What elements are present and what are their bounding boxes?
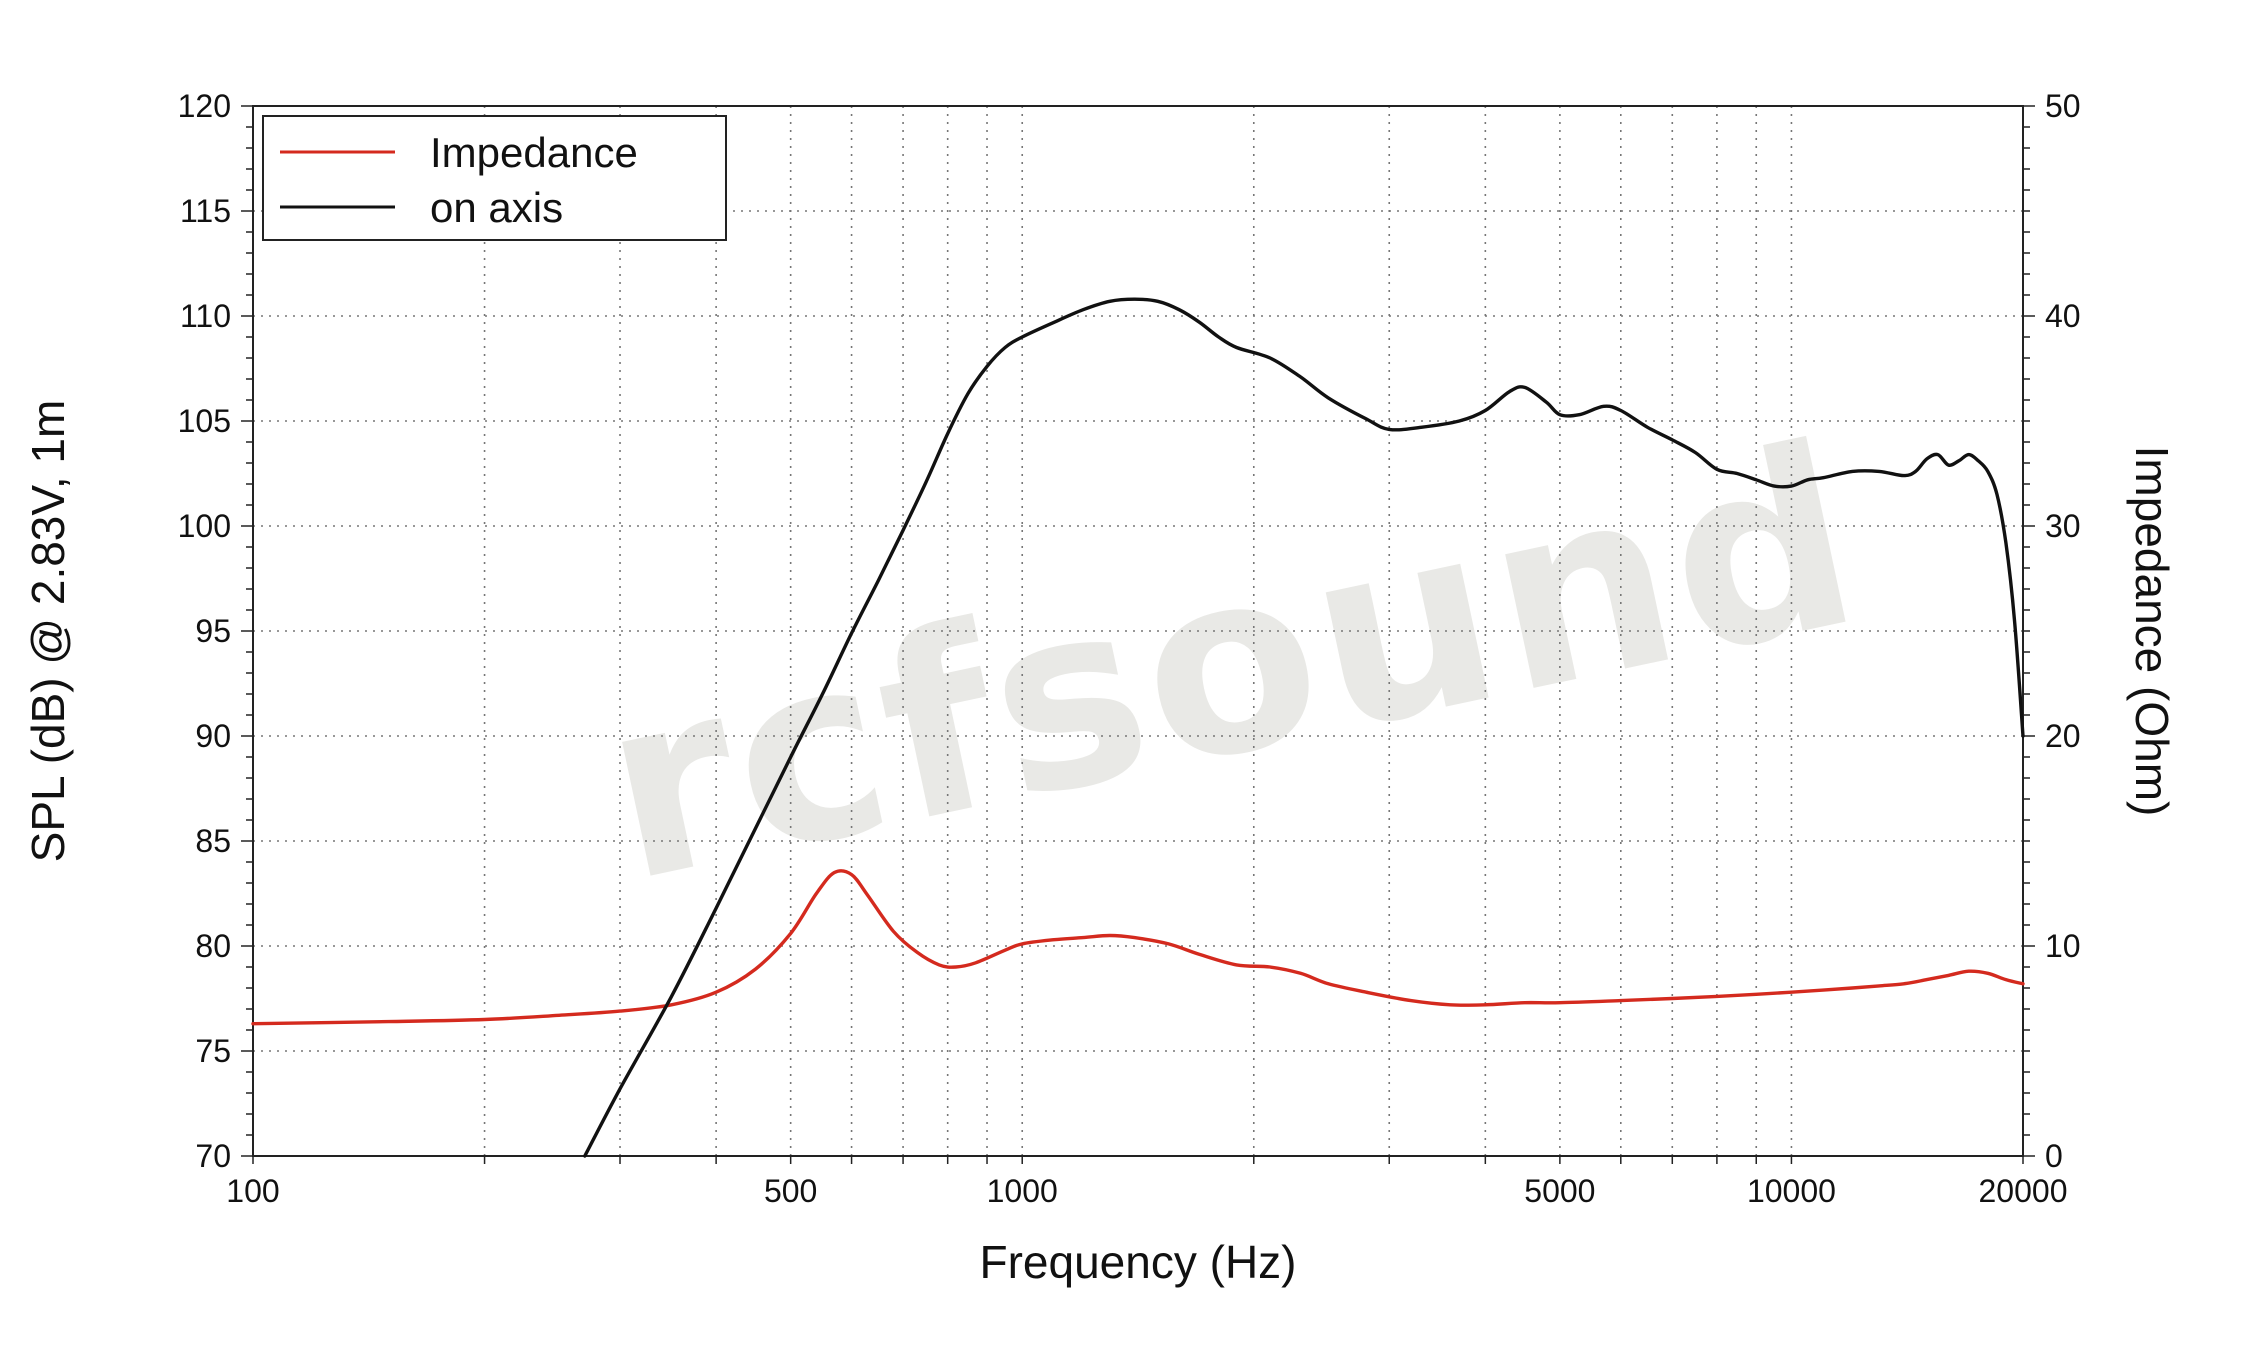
y-left-tick-label: 115: [180, 193, 231, 229]
x-axis-tick-labels: 100 500 1000 5000 10000 20000: [226, 1173, 2067, 1209]
x-tick-label: 20000: [1979, 1173, 2068, 1209]
y-left-tick-label: 90: [195, 718, 231, 754]
y-left-tick-label: 100: [178, 508, 231, 544]
plot-area-frame: [252, 105, 2024, 1157]
y-right-tick-label: 0: [2045, 1138, 2063, 1174]
series-layer: [251, 297, 2025, 1158]
series-line-on-axis: [583, 297, 2025, 1158]
y-left-tick-label: 110: [180, 298, 231, 334]
y-axis-right-tick-labels: 0 10 20 30 40 50: [2045, 88, 2081, 1174]
y-axis-left-tick-labels: 70 75 80 85 90 95 100 105 110 115 120: [178, 88, 231, 1174]
y-right-tick-label: 50: [2045, 88, 2081, 124]
x-tick-label: 100: [226, 1173, 279, 1209]
series-line-impedance: [251, 869, 2025, 1026]
legend: Impedance on axis: [262, 115, 727, 241]
x-tick-label: 5000: [1524, 1173, 1595, 1209]
y-right-tick-label: 40: [2045, 298, 2081, 334]
legend-box: [262, 115, 727, 241]
y-right-tick-label: 30: [2045, 508, 2081, 544]
y-axis-right-title: Impedance (Ohm): [2126, 446, 2178, 817]
y-left-tick-label: 95: [195, 613, 231, 649]
y-left-tick-label: 105: [178, 403, 231, 439]
x-axis-title: Frequency (Hz): [980, 1236, 1297, 1288]
x-tick-label: 10000: [1747, 1173, 1836, 1209]
y-right-tick-label: 10: [2045, 928, 2081, 964]
y-left-tick-label: 80: [195, 928, 231, 964]
y-left-tick-label: 70: [195, 1138, 231, 1174]
y-left-tick-label: 75: [195, 1033, 231, 1069]
y-left-tick-label: 85: [195, 823, 231, 859]
y-right-tick-label: 20: [2045, 718, 2081, 754]
x-tick-label: 500: [764, 1173, 817, 1209]
minor-ticks: [241, 105, 2035, 1164]
legend-label-impedance: Impedance: [430, 129, 638, 176]
x-tick-label: 1000: [987, 1173, 1058, 1209]
legend-label-on-axis: on axis: [430, 184, 563, 231]
y-axis-left-title: SPL (dB) @ 2.83V, 1m: [22, 400, 74, 863]
y-left-tick-label: 120: [178, 88, 231, 124]
